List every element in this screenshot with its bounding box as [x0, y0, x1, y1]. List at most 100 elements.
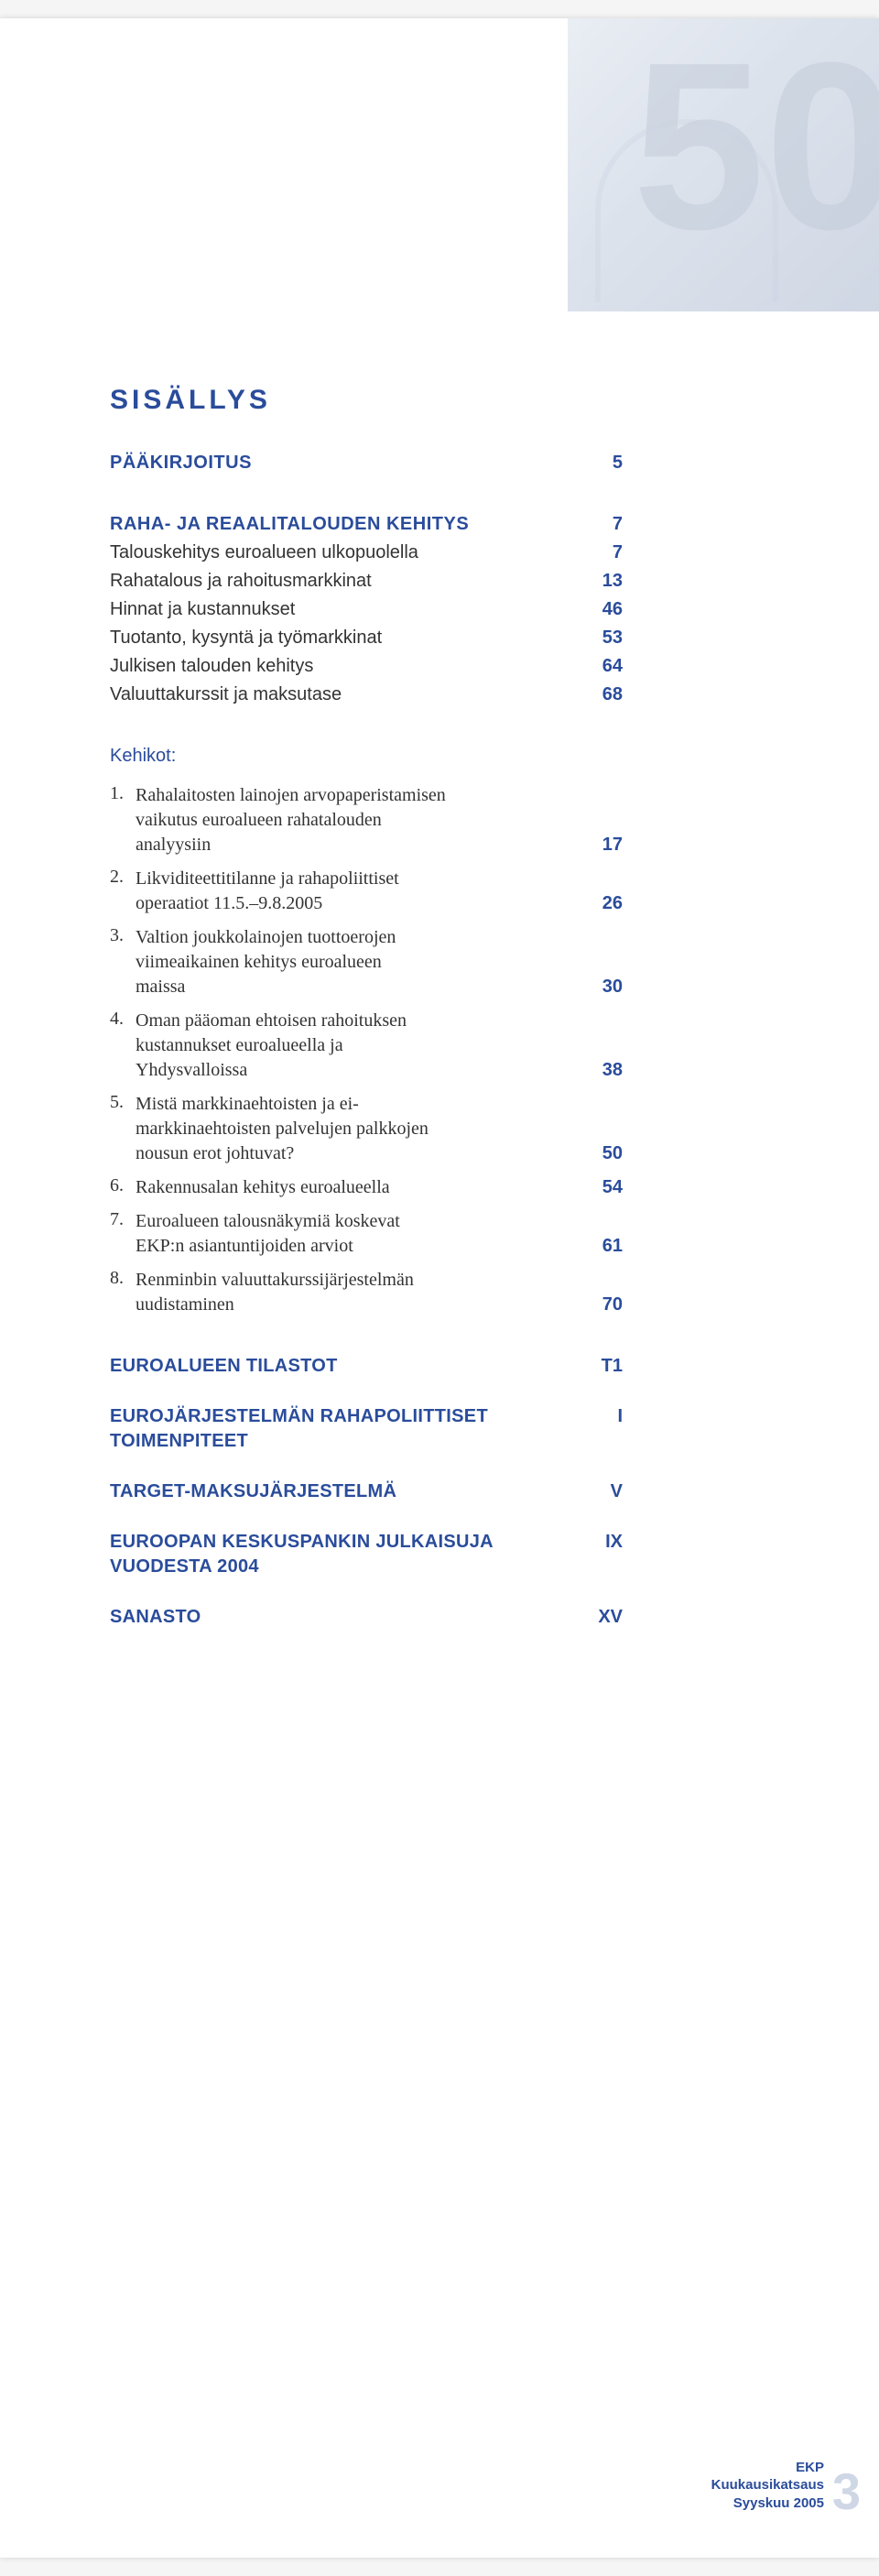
kehikot-item-body: Rahalaitosten lainojen arvopaperistamise…: [136, 783, 623, 857]
bottom-section-line: EUROALUEEN TILASTOT T1: [110, 1354, 623, 1379]
kehikot-item-text: markkinaehtoisten palvelujen palkkojen: [136, 1117, 623, 1141]
kehikot-item-page: 30: [586, 977, 623, 998]
bottom-sections: EUROALUEEN TILASTOT T1 EUROJÄRJESTELMÄN RA…: [110, 1354, 623, 1630]
kehikot-item-row: analyysiin 17: [136, 833, 623, 857]
kehikot-item-text: Likviditeettitilanne ja rahapoliittiset: [136, 867, 623, 891]
bottom-section-line: EUROOPAN KESKUSPANKIN JULKAISUJA VUODEST…: [110, 1530, 623, 1579]
kehikot-list: 1.Rahalaitosten lainojen arvopaperistami…: [110, 783, 623, 1317]
kehikot-item-row: Yhdysvalloissa 38: [136, 1058, 623, 1083]
kehikot-item-text: Yhdysvalloissa: [136, 1058, 568, 1083]
kehikot-item-row: uudistaminen70: [136, 1293, 623, 1317]
toc-label: RAHA- JA REAALITALOUDEN KEHITYS: [110, 514, 568, 535]
kehikot-item-page: 17: [586, 835, 623, 856]
bottom-section-page: XV: [586, 1607, 623, 1628]
kehikot-item-text: Rahalaitosten lainojen arvopaperistamise…: [136, 783, 623, 808]
kehikot-item-row: viimeaikainen kehitys euroalueen: [136, 950, 623, 975]
toc-main: PÄÄKIRJOITUS5 RAHA- JA REAALITALOUDEN KEH…: [110, 453, 623, 705]
bottom-section-label: SANASTO: [110, 1605, 568, 1630]
kehikot-item-number: 4.: [110, 1009, 136, 1083]
kehikot-item-text: kustannukset euroalueella ja: [136, 1033, 623, 1058]
kehikot-item-text: analyysiin: [136, 833, 568, 857]
bottom-section-page: T1: [586, 1356, 623, 1377]
kehikot-item-page: 50: [586, 1143, 623, 1164]
bottom-section-line: EUROJÄRJESTELMÄN RAHAPOLIITTISET TOIMENP…: [110, 1404, 623, 1454]
toc-page-number: 64: [586, 656, 623, 677]
kehikot-item-body: Likviditeettitilanne ja rahapoliittiseto…: [136, 867, 623, 916]
kehikot-item-row: markkinaehtoisten palvelujen palkkojen: [136, 1117, 623, 1141]
kehikot-item-number: 3.: [110, 925, 136, 999]
kehikot-item-number: 6.: [110, 1175, 136, 1200]
kehikot-item-text: Euroalueen talousnäkymiä koskevat: [136, 1209, 623, 1234]
bottom-spacer: [110, 1463, 623, 1479]
toc-label: Tuotanto, kysyntä ja työmarkkinat: [110, 628, 568, 649]
footer-line-1: EKP: [711, 2459, 824, 2477]
kehikot-item-page: 54: [586, 1177, 623, 1198]
kehikot-item-row: Valtion joukkolainojen tuottoerojen: [136, 925, 623, 950]
kehikot-heading: Kehikot:: [110, 746, 623, 767]
kehikot-item-text: viimeaikainen kehitys euroalueen: [136, 950, 623, 975]
kehikot-item-row: operaatiot 11.5.–9.8.200526: [136, 891, 623, 916]
toc-label: Valuuttakurssit ja maksutase: [110, 684, 568, 705]
toc-page-number: 68: [586, 684, 623, 705]
bottom-section-label: TARGET-MAKSUJÄRJESTELMÄ: [110, 1479, 568, 1504]
toc-line: Tuotanto, kysyntä ja työmarkkinat 53: [110, 628, 623, 649]
kehikot-item-row: Rahalaitosten lainojen arvopaperistamise…: [136, 783, 623, 808]
toc-label: Rahatalous ja rahoitusmarkkinat: [110, 571, 568, 592]
kehikot-item-text: maissa: [136, 975, 568, 999]
bottom-section-label: EUROJÄRJESTELMÄN RAHAPOLIITTISET TOIMENP…: [110, 1404, 568, 1454]
toc-page-number: 5: [586, 453, 623, 474]
toc-line: Valuuttakurssit ja maksutase 68: [110, 684, 623, 705]
kehikot-item-page: 38: [586, 1060, 623, 1081]
page: 50 SISÄLLYS PÄÄKIRJOITUS5RAHA- JA REAALI…: [0, 18, 879, 2558]
kehikot-item-body: Rakennusalan kehitys euroalueella54: [136, 1175, 623, 1200]
kehikot-item-number: 1.: [110, 783, 136, 857]
arch-graphic: [595, 119, 778, 302]
bottom-spacer: [110, 1388, 623, 1404]
bottom-section-label: EUROALUEEN TILASTOT: [110, 1354, 568, 1379]
toc-page-number: 46: [586, 599, 623, 620]
content-column: SISÄLLYS PÄÄKIRJOITUS5RAHA- JA REAALITAL…: [110, 385, 623, 1639]
kehikot-item-row: EKP:n asiantuntijoiden arviot61: [136, 1234, 623, 1259]
kehikot-item-number: 8.: [110, 1268, 136, 1317]
kehikot-item: 1.Rahalaitosten lainojen arvopaperistami…: [110, 783, 623, 857]
kehikot-item-body: Mistä markkinaehtoisten ja ei-markkinaeh…: [136, 1092, 623, 1166]
kehikot-item-text: Valtion joukkolainojen tuottoerojen: [136, 925, 623, 950]
kehikot-item-text: vaikutus euroalueen rahatalouden: [136, 808, 623, 833]
kehikot-item: 4.Oman pääoman ehtoisen rahoituksenkusta…: [110, 1009, 623, 1083]
kehikot-item-body: Euroalueen talousnäkymiä koskevatEKP:n a…: [136, 1209, 623, 1259]
toc-line: Talouskehitys euroalueen ulkopuolella7: [110, 542, 623, 563]
kehikot-item-row: vaikutus euroalueen rahatalouden: [136, 808, 623, 833]
bottom-section-page: V: [586, 1481, 623, 1502]
kehikot-item: 5.Mistä markkinaehtoisten ja ei-markkina…: [110, 1092, 623, 1166]
footer-page-number: 3: [832, 2461, 861, 2521]
toc-label: Julkisen talouden kehitys: [110, 656, 568, 677]
kehikot-item-text: uudistaminen: [136, 1293, 568, 1317]
kehikot-item-body: Valtion joukkolainojen tuottoerojenviime…: [136, 925, 623, 999]
kehikot-item-number: 7.: [110, 1209, 136, 1259]
kehikot-item-row: maissa 30: [136, 975, 623, 999]
kehikot-item-row: kustannukset euroalueella ja: [136, 1033, 623, 1058]
kehikot-item: 2.Likviditeettitilanne ja rahapoliittise…: [110, 867, 623, 916]
toc-line: PÄÄKIRJOITUS5: [110, 453, 623, 474]
kehikot-item-text: Renminbin valuuttakurssijärjestelmän: [136, 1268, 623, 1293]
toc-page-number: 53: [586, 628, 623, 649]
toc-page-number: 7: [586, 542, 623, 563]
kehikot-item: 3.Valtion joukkolainojen tuottoerojenvii…: [110, 925, 623, 999]
kehikot-item-row: Euroalueen talousnäkymiä koskevat: [136, 1209, 623, 1234]
bottom-section-page: I: [586, 1406, 623, 1427]
bottom-section-line: SANASTO XV: [110, 1605, 623, 1630]
kehikot-item-text: EKP:n asiantuntijoiden arviot: [136, 1234, 568, 1259]
toc-page-number: 13: [586, 571, 623, 592]
bottom-section-page: IX: [586, 1532, 623, 1553]
kehikot-item-page: 26: [586, 893, 623, 914]
kehikot-item-row: Likviditeettitilanne ja rahapoliittiset: [136, 867, 623, 891]
kehikot-item-row: Renminbin valuuttakurssijärjestelmän: [136, 1268, 623, 1293]
kehikot-item-text: Mistä markkinaehtoisten ja ei-: [136, 1092, 623, 1117]
kehikot-item-row: nousun erot johtuvat? 50: [136, 1141, 623, 1166]
kehikot-item-row: Rakennusalan kehitys euroalueella54: [136, 1175, 623, 1200]
decorative-banner: 50: [568, 18, 879, 311]
kehikot-item-body: Oman pääoman ehtoisen rahoituksenkustann…: [136, 1009, 623, 1083]
toc-line: Hinnat ja kustannukset46: [110, 599, 623, 620]
kehikot-item-text: nousun erot johtuvat?: [136, 1141, 568, 1166]
bottom-spacer: [110, 1513, 623, 1530]
